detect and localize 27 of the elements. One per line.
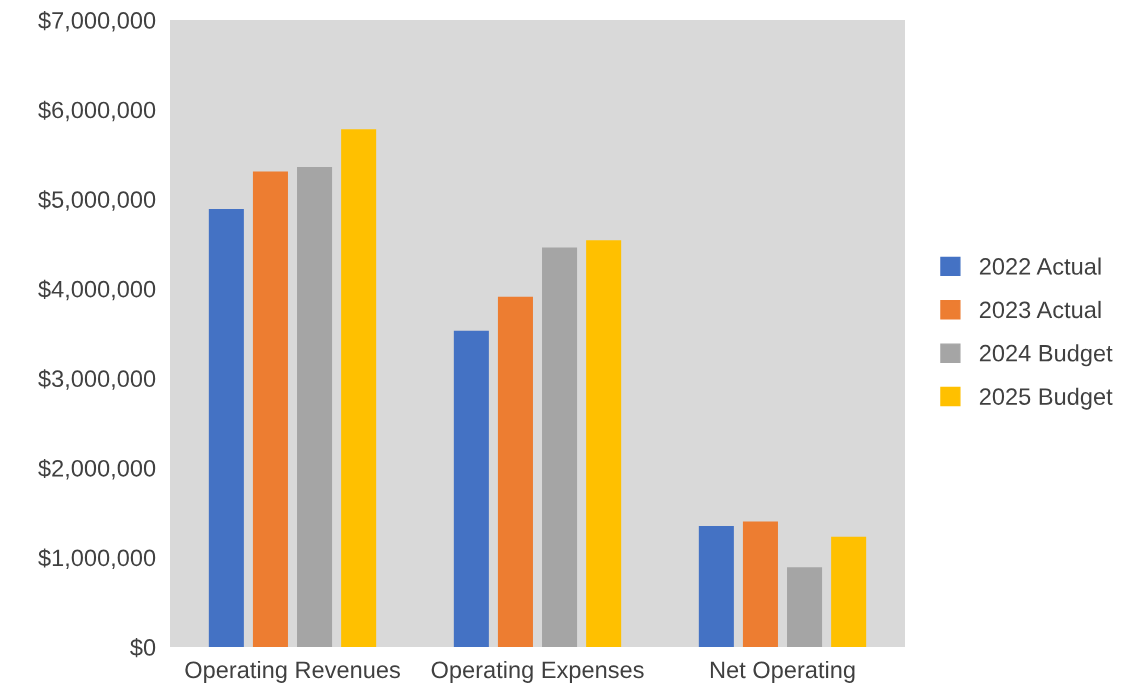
y-tick-label: $2,000,000 xyxy=(38,458,156,480)
legend-label: 2023 Actual xyxy=(979,300,1101,319)
x-tick-label: Net Operating xyxy=(710,660,855,683)
bar xyxy=(831,536,867,647)
y-tick-label: $3,000,000 xyxy=(38,369,156,390)
bar xyxy=(497,296,533,647)
bar xyxy=(208,209,244,647)
legend-label: 2025 Budget xyxy=(979,387,1113,410)
y-tick-label: $6,000,000 xyxy=(38,100,156,122)
x-tick-label: Operating Revenues xyxy=(185,660,400,683)
y-tick-label: $0 xyxy=(130,638,156,658)
bar xyxy=(252,171,288,647)
y-tick-label: $5,000,000 xyxy=(38,190,156,211)
bar xyxy=(453,330,489,647)
bar xyxy=(742,521,778,647)
x-tick-label: Operating Expenses xyxy=(431,660,644,683)
y-tick-label: $4,000,000 xyxy=(38,279,156,301)
bar xyxy=(341,129,377,647)
legend-label: 2024 Budget xyxy=(979,344,1113,367)
y-tick-label: $7,000,000 xyxy=(38,11,156,32)
bar xyxy=(586,240,622,647)
bar xyxy=(787,567,823,647)
bar xyxy=(297,166,333,647)
y-tick-label: $1,000,000 xyxy=(38,548,156,570)
bar xyxy=(542,247,578,647)
legend-label: 2022 Actual xyxy=(979,257,1101,275)
bar xyxy=(698,526,734,647)
